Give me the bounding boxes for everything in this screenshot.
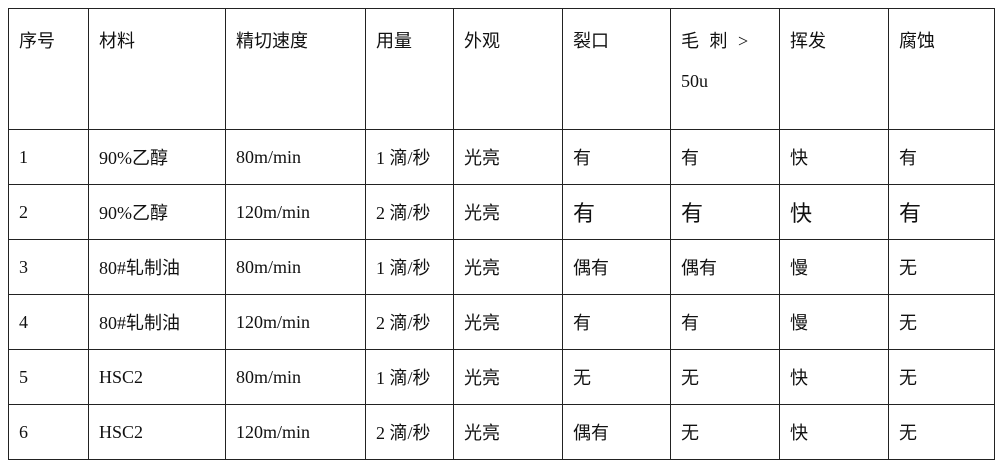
table-cell: 有	[562, 184, 671, 240]
table-cell: 2 滴/秒	[365, 184, 454, 240]
header-row: 序号 材料 精切速度 用量 外观 裂口 毛 刺 > 50u 挥发 腐蚀	[8, 8, 995, 130]
table-cell: 无	[888, 294, 995, 350]
table-cell: 无	[670, 404, 780, 460]
results-table: 序号 材料 精切速度 用量 外观 裂口 毛 刺 > 50u 挥发 腐蚀 1 90%乙…	[8, 8, 995, 460]
table-cell: 120m/min	[225, 404, 366, 460]
table-cell: 无	[888, 349, 995, 405]
table-cell: 慢	[779, 239, 889, 295]
table-cell: 无	[888, 404, 995, 460]
table-cell: 4	[8, 294, 89, 350]
table-row: 4 80#轧制油 120m/min 2 滴/秒 光亮有有慢无	[8, 294, 995, 350]
table-cell: 1 滴/秒	[365, 239, 454, 295]
table-cell: 1 滴/秒	[365, 349, 454, 405]
header-cell: 精切速度	[225, 8, 366, 130]
table-cell: 光亮	[453, 239, 563, 295]
table-cell: 2	[8, 184, 89, 240]
table-cell: 90%乙醇	[88, 184, 226, 240]
table-cell: 快	[779, 129, 889, 185]
table-cell: 5	[8, 349, 89, 405]
table-cell: 80#轧制油	[88, 294, 226, 350]
table-cell: 无	[670, 349, 780, 405]
header-cell: 外观	[453, 8, 563, 130]
table-cell: 偶有	[562, 404, 671, 460]
table-row: 2 90%乙醇 120m/min 2 滴/秒 光亮有有快有	[8, 184, 995, 240]
table-row: 1 90%乙醇 80m/min 1 滴/秒 光亮有有快有	[8, 129, 995, 185]
table-cell: 有	[670, 129, 780, 185]
table-cell: 快	[779, 349, 889, 405]
table-cell: 80m/min	[225, 129, 366, 185]
table-row: 6 HSC2 120m/min 2 滴/秒 光亮 偶有无快无	[8, 404, 995, 460]
table-cell: 偶有	[562, 239, 671, 295]
table-cell: 光亮	[453, 184, 563, 240]
table-cell: 有	[888, 129, 995, 185]
table-cell: 80#轧制油	[88, 239, 226, 295]
table-cell: 无	[562, 349, 671, 405]
header-cell: 裂口	[562, 8, 671, 130]
table-cell: 6	[8, 404, 89, 460]
table-cell: 光亮	[453, 349, 563, 405]
header-cell: 用量	[365, 8, 454, 130]
table-cell: 2 滴/秒	[365, 294, 454, 350]
header-cell: 挥发	[779, 8, 889, 130]
table-cell: 90%乙醇	[88, 129, 226, 185]
table-cell: 有	[670, 294, 780, 350]
table-cell: HSC2	[88, 349, 226, 405]
header-cell: 腐蚀	[888, 8, 995, 130]
table-cell: 快	[779, 404, 889, 460]
header-burr-line2: 50u	[681, 71, 708, 91]
table-cell: 120m/min	[225, 294, 366, 350]
table-cell: 快	[779, 184, 889, 240]
table-cell: 80m/min	[225, 349, 366, 405]
table-cell: 1	[8, 129, 89, 185]
table-cell: 光亮	[453, 294, 563, 350]
header-burr-line1: 毛 刺 >	[681, 31, 749, 51]
table-cell: 80m/min	[225, 239, 366, 295]
table-cell: 有	[888, 184, 995, 240]
table-row: 3 80#轧制油 80m/min 1 滴/秒 光亮 偶有 偶有慢无	[8, 239, 995, 295]
table-cell: 有	[670, 184, 780, 240]
table-cell: 1 滴/秒	[365, 129, 454, 185]
table-cell: 光亮	[453, 404, 563, 460]
table-cell: HSC2	[88, 404, 226, 460]
table-cell: 120m/min	[225, 184, 366, 240]
table-cell: 有	[562, 129, 671, 185]
header-cell-burr: 毛 刺 > 50u	[670, 8, 780, 130]
table-cell: 2 滴/秒	[365, 404, 454, 460]
table-cell: 无	[888, 239, 995, 295]
table-cell: 3	[8, 239, 89, 295]
table-cell: 偶有	[670, 239, 780, 295]
table-cell: 光亮	[453, 129, 563, 185]
table-row: 5 HSC2 80m/min 1 滴/秒 光亮无无快无	[8, 349, 995, 405]
header-cell: 材料	[88, 8, 226, 130]
table-cell: 有	[562, 294, 671, 350]
table-cell: 慢	[779, 294, 889, 350]
header-cell: 序号	[8, 8, 89, 130]
